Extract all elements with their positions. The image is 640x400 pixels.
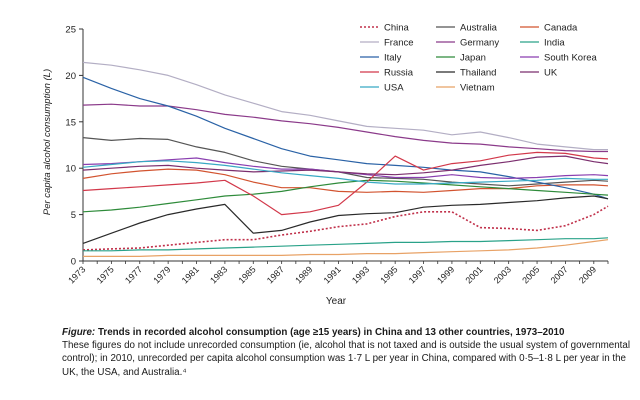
legend: China Australia Canada France Germany India It… [360, 23, 598, 94]
x-tick-label: 1983 [208, 264, 229, 285]
legend-label: Germany [460, 38, 499, 49]
x-tick-label: 2007 [549, 264, 570, 285]
caption-title-text: Trends in recorded alcohol consumption (… [97, 327, 565, 338]
y-tick-label: 15 [65, 117, 76, 128]
caption-title: Figure: Trends in recorded alcohol consu… [62, 326, 632, 339]
x-tick-label: 1973 [66, 264, 87, 285]
x-tick-label: 1993 [350, 264, 371, 285]
chart-axes [79, 28, 609, 264]
x-tick-label: 1997 [407, 264, 428, 285]
legend-label: China [384, 23, 410, 34]
series-line-canada [82, 168, 609, 193]
figure-caption: Figure: Trends in recorded alcohol consu… [62, 326, 632, 379]
y-tick-label: 10 [65, 164, 76, 175]
legend-label: Japan [460, 53, 486, 64]
series-line-india [83, 237, 609, 252]
legend-label: USA [384, 83, 404, 94]
x-tick-label: 2003 [492, 264, 513, 285]
x-axis-label: Year [326, 296, 347, 307]
legend-label: South Korea [544, 53, 598, 64]
y-tick-label: 0 [71, 257, 76, 268]
legend-label: Thailand [460, 68, 496, 79]
x-tick-label: 2001 [463, 264, 484, 285]
x-tick-label: 1977 [123, 264, 144, 285]
x-tick-label: 1995 [378, 264, 399, 285]
series-line-vietnam [83, 239, 609, 257]
y-axis-label: Per capita alcohol consumption (L) [42, 69, 53, 215]
x-tick-label: 2005 [520, 264, 541, 285]
series-line-australia [82, 137, 609, 187]
series-line-france [82, 61, 608, 151]
series-line-uk [82, 155, 609, 176]
legend-label: Canada [544, 23, 578, 34]
series-line-italy [82, 76, 609, 200]
series-line-germany [82, 103, 608, 153]
legend-label: France [384, 38, 414, 49]
legend-label: Australia [460, 23, 498, 34]
x-tick-label: 1999 [435, 264, 456, 285]
legend-label: Italy [384, 53, 402, 64]
tick-labels: 0 5 10 15 20 25 1973 1975 1977 1979 1981 1983 1985 19… [65, 25, 598, 286]
series-line-japan [82, 179, 609, 213]
caption-body: These figures do not include unrecorded … [62, 340, 631, 378]
y-tick-label: 20 [65, 71, 76, 82]
series-line-thailand [82, 195, 609, 244]
figure-label: Figure: [62, 327, 96, 338]
series-line-russia [82, 151, 609, 216]
x-tick-label: 1987 [265, 264, 286, 285]
x-tick-label: 1989 [293, 264, 314, 285]
x-tick-label: 1975 [95, 264, 116, 285]
series-line-usa [82, 160, 608, 185]
series-lines [82, 61, 609, 257]
x-tick-label: 2009 [577, 264, 598, 285]
legend-label: UK [544, 68, 558, 79]
series-line-china [82, 205, 609, 251]
y-tick-label: 5 [71, 210, 76, 221]
legend-label: Russia [384, 68, 414, 79]
x-tick-label: 1991 [322, 264, 343, 285]
x-tick-label: 1985 [236, 264, 257, 285]
legend-label: Vietnam [460, 83, 495, 94]
legend-label: India [544, 38, 565, 49]
x-tick-label: 1979 [151, 264, 172, 285]
y-tick-label: 25 [65, 25, 76, 36]
line-chart: 0 5 10 15 20 25 1973 1975 1977 1979 1981 1983 1985 19… [42, 23, 609, 307]
x-tick-label: 1981 [180, 264, 201, 285]
